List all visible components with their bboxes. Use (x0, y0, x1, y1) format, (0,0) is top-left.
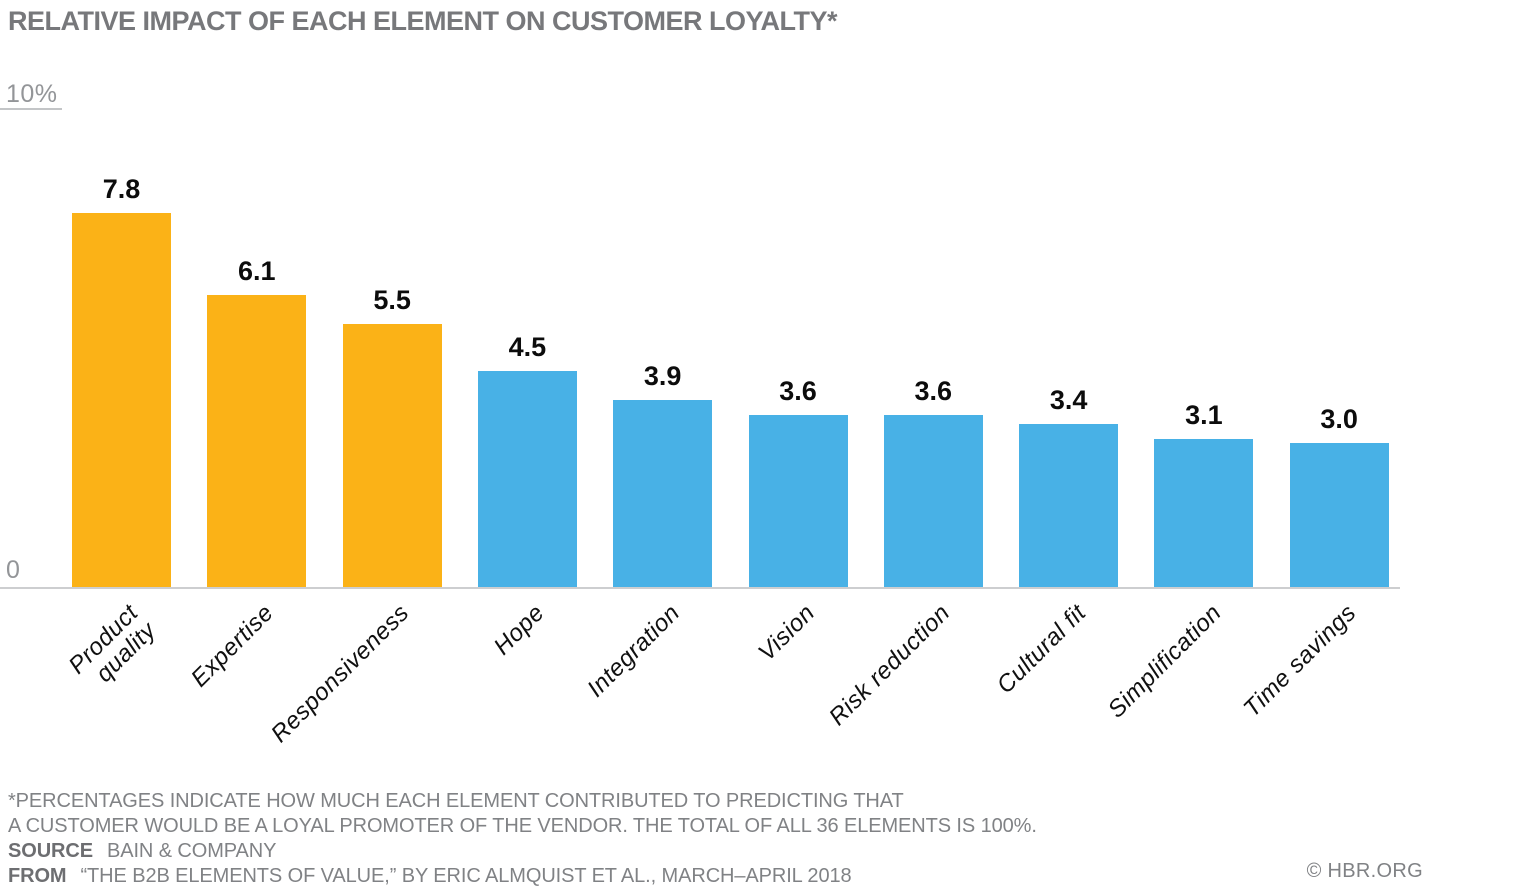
x-axis-label-cultural-fit: Cultural fit (991, 599, 1091, 700)
bar-simplification (1154, 438, 1254, 587)
source-label: SOURCE (8, 840, 93, 862)
bar-value-label-risk-reduction: 3.6 (914, 375, 953, 406)
bar-cultural-fit (1019, 424, 1119, 587)
footnote-line-2: A CUSTOMER WOULD BE A LOYAL PROMOTER OF … (8, 815, 1037, 837)
bar-value-label-hope: 4.5 (508, 332, 547, 363)
bar-value-label-simplification: 3.1 (1185, 399, 1223, 430)
y-axis-max-label: 10% (6, 80, 58, 108)
bar-value-label-expertise: 6.1 (238, 255, 276, 286)
x-axis-label-responsiveness: Responsiveness (265, 599, 415, 748)
bar-value-label-integration: 3.9 (643, 361, 682, 392)
bar-value-label-product-quality: 7.8 (102, 174, 141, 205)
x-axis-label-simplification: Simplification (1102, 599, 1227, 724)
x-axis-label-integration: Integration (581, 599, 686, 703)
bar-vision (748, 414, 848, 587)
from-label: FROM (8, 865, 67, 887)
y-axis-zero-label: 0 (6, 556, 20, 584)
bar-hope (477, 371, 577, 587)
bar-value-label-responsiveness: 5.5 (373, 284, 411, 315)
bar-time-savings (1289, 443, 1389, 587)
plot-area: 7.8 6.1 5.5 4.5 3.9 3.6 3.6 3.4 3.1 3.0 (0, 108, 1523, 587)
footnote-line-1: *PERCENTAGES INDICATE HOW MUCH EACH ELEM… (8, 790, 904, 812)
y-axis-max-tick (0, 108, 62, 110)
bar-expertise (207, 294, 307, 587)
chart-title: RELATIVE IMPACT OF EACH ELEMENT ON CUSTO… (8, 6, 838, 36)
bar-value-label-time-savings: 3.0 (1320, 404, 1358, 435)
x-axis-line (0, 587, 1400, 589)
bar-product-quality (72, 213, 171, 587)
x-axis-label-product-quality: Product quality (63, 599, 162, 688)
from-text: “THE B2B ELEMENTS OF VALUE,” BY ERIC ALM… (80, 865, 852, 887)
source-line: SOURCE BAIN & COMPANY (8, 839, 1037, 864)
x-axis-label-time-savings: Time savings (1238, 599, 1362, 723)
bar-integration (613, 400, 713, 587)
copyright: © HBR.ORG (1306, 860, 1423, 882)
x-axis-label-risk-reduction: Risk reduction (824, 599, 956, 731)
bar-value-label-vision: 3.6 (779, 375, 817, 406)
bar-risk-reduction (883, 414, 983, 587)
from-line: FROM “THE B2B ELEMENTS OF VALUE,” BY ERIC… (8, 864, 1037, 889)
x-axis-label-hope: Hope (488, 599, 550, 661)
footnote-block: *PERCENTAGES INDICATE HOW MUCH EACH ELEM… (8, 789, 1037, 889)
bar-value-label-cultural-fit: 3.4 (1049, 385, 1088, 416)
x-axis-label-vision: Vision (753, 599, 821, 667)
bar-responsiveness (342, 323, 442, 587)
source-text: BAIN & COMPANY (106, 840, 277, 862)
x-axis-label-expertise: Expertise (186, 599, 280, 693)
